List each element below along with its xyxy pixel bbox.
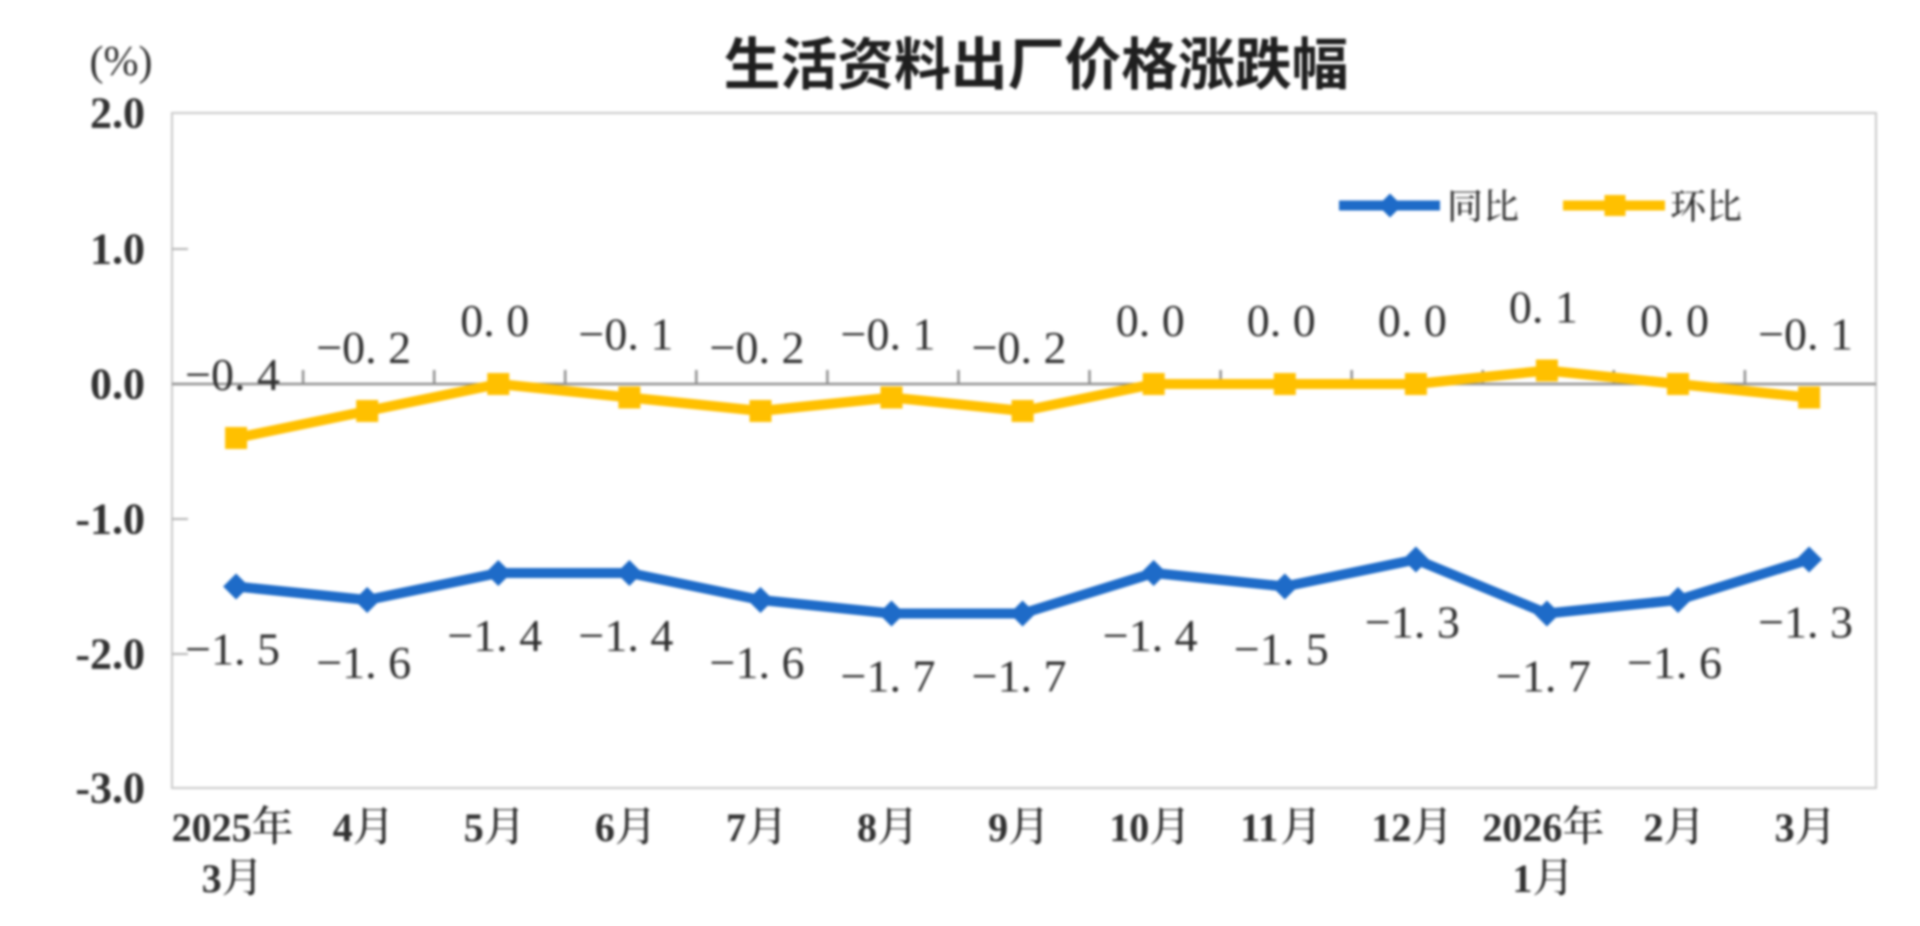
svg-text:−0. 1: −0. 1 [841,309,936,360]
svg-text:−1. 4: −1. 4 [1103,610,1198,661]
svg-text:-2.0: -2.0 [75,630,145,679]
svg-text:−1. 7: −1. 7 [841,651,936,702]
svg-text:(%): (%) [90,39,153,85]
svg-text:5: 5 [464,805,484,850]
svg-text:7: 7 [726,805,746,850]
svg-text:6: 6 [595,805,615,850]
svg-text:0.0: 0.0 [90,360,145,409]
svg-text:0. 1: 0. 1 [1509,282,1578,333]
svg-text:−0. 1: −0. 1 [578,309,673,360]
svg-text:3: 3 [1775,805,1795,850]
svg-text:0. 0: 0. 0 [1640,295,1709,346]
svg-text:−0. 1: −0. 1 [1758,309,1853,360]
svg-text:−1. 5: −1. 5 [185,624,280,675]
svg-text:-1.0: -1.0 [75,495,145,544]
svg-text:−1. 4: −1. 4 [447,610,542,661]
svg-text:2026: 2026 [1482,805,1562,850]
svg-text:1: 1 [1512,856,1532,901]
svg-text:2: 2 [1644,805,1664,850]
svg-text:11: 11 [1240,805,1278,850]
svg-text:8: 8 [857,805,877,850]
svg-text:−0. 2: −0. 2 [316,322,411,373]
svg-text:0. 0: 0. 0 [1116,295,1185,346]
svg-text:−0. 2: −0. 2 [972,322,1067,373]
svg-text:−1. 7: −1. 7 [972,651,1067,702]
svg-text:−1. 7: −1. 7 [1496,651,1591,702]
svg-text:−1. 6: −1. 6 [710,637,805,688]
svg-text:10: 10 [1109,805,1149,850]
svg-text:-3.0: -3.0 [75,764,145,813]
svg-text:−1. 6: −1. 6 [1627,637,1722,688]
svg-text:0. 0: 0. 0 [1378,295,1447,346]
svg-text:4: 4 [333,805,353,850]
svg-text:−1. 3: −1. 3 [1365,597,1460,648]
svg-text:−0. 4: −0. 4 [185,349,280,400]
svg-text:2.0: 2.0 [90,89,145,138]
svg-text:−1. 4: −1. 4 [578,610,673,661]
svg-text:−0. 2: −0. 2 [710,322,805,373]
svg-text:2025: 2025 [172,805,252,850]
svg-text:3: 3 [202,856,222,901]
svg-text:1.0: 1.0 [90,225,145,274]
svg-text:0. 0: 0. 0 [460,295,529,346]
svg-text:9: 9 [988,805,1008,850]
svg-text:−1. 6: −1. 6 [316,637,411,688]
svg-text:−1. 5: −1. 5 [1234,624,1329,675]
svg-text:0. 0: 0. 0 [1247,295,1316,346]
svg-text:−1. 3: −1. 3 [1758,597,1853,648]
svg-text:12: 12 [1371,805,1411,850]
